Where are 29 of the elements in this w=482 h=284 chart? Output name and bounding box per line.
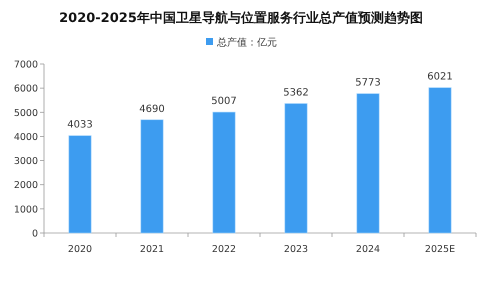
y-tick-label: 5000 [14,108,38,119]
data-label: 6021 [427,72,453,83]
x-tick-label: 2022 [212,244,236,255]
bar [284,103,308,234]
x-tick-label: 2023 [284,244,308,255]
bar [140,119,164,234]
data-label: 5362 [283,88,309,99]
x-tick-label: 2024 [356,244,380,255]
legend: 总产值：亿元 [206,38,277,48]
data-label: 4690 [139,104,165,115]
y-tick-label: 1000 [14,204,38,216]
chart-title: 2020-2025年中国卫星导航与位置服务行业总产值预测趋势图 [59,10,423,26]
y-tick-label: 7000 [14,60,38,70]
x-tick-label: 2025E [424,244,456,255]
bar [212,112,236,234]
data-label: 5007 [211,96,237,108]
x-tick-label: 2020 [68,244,92,255]
y-tick-label: 4000 [14,132,38,143]
legend-label: 总产值：亿元 [216,36,277,48]
bar [356,93,380,234]
bar [428,87,452,234]
data-label: 5773 [355,78,381,89]
x-tick-label: 2021 [140,244,164,255]
bar [68,135,92,234]
y-tick-label: 3000 [14,156,38,168]
data-label: 4033 [67,120,93,131]
y-tick-label: 0 [32,228,38,240]
y-tick-label: 2000 [14,180,38,192]
y-tick-label: 6000 [14,84,38,95]
